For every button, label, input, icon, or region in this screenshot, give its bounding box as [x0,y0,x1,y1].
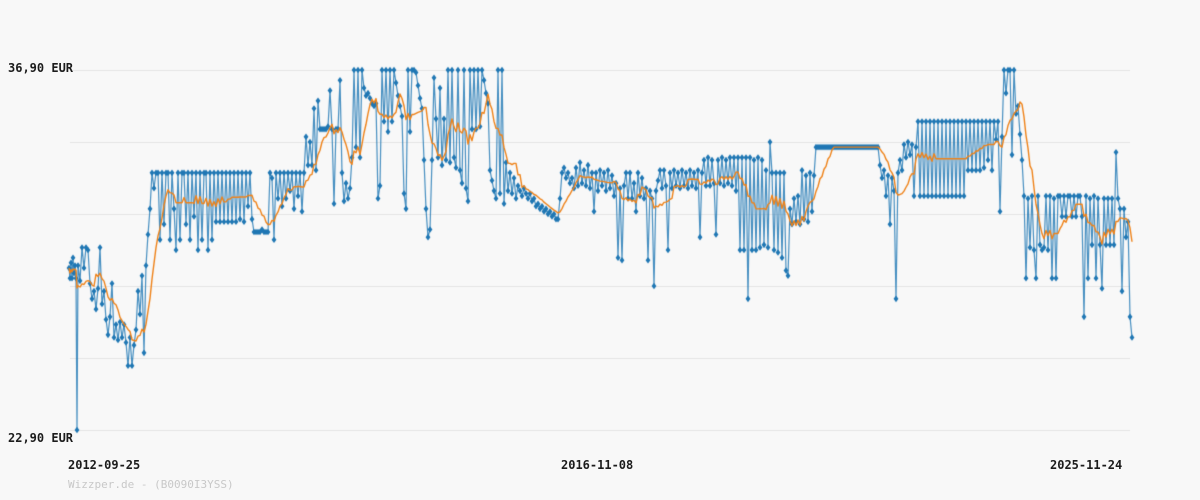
x-tick-first-date: 2012-09-25 [68,458,141,472]
x-tick-last-date: 2025-11-24 [1050,458,1123,472]
y-axis-max-label: 36,90 EUR [8,61,74,75]
watermark-source-label: Wizzper.de - (B0090I3YSS) [68,478,234,491]
x-tick-middle-date: 2016-11-08 [561,458,634,472]
y-axis-min-label: 22,90 EUR [8,431,74,445]
